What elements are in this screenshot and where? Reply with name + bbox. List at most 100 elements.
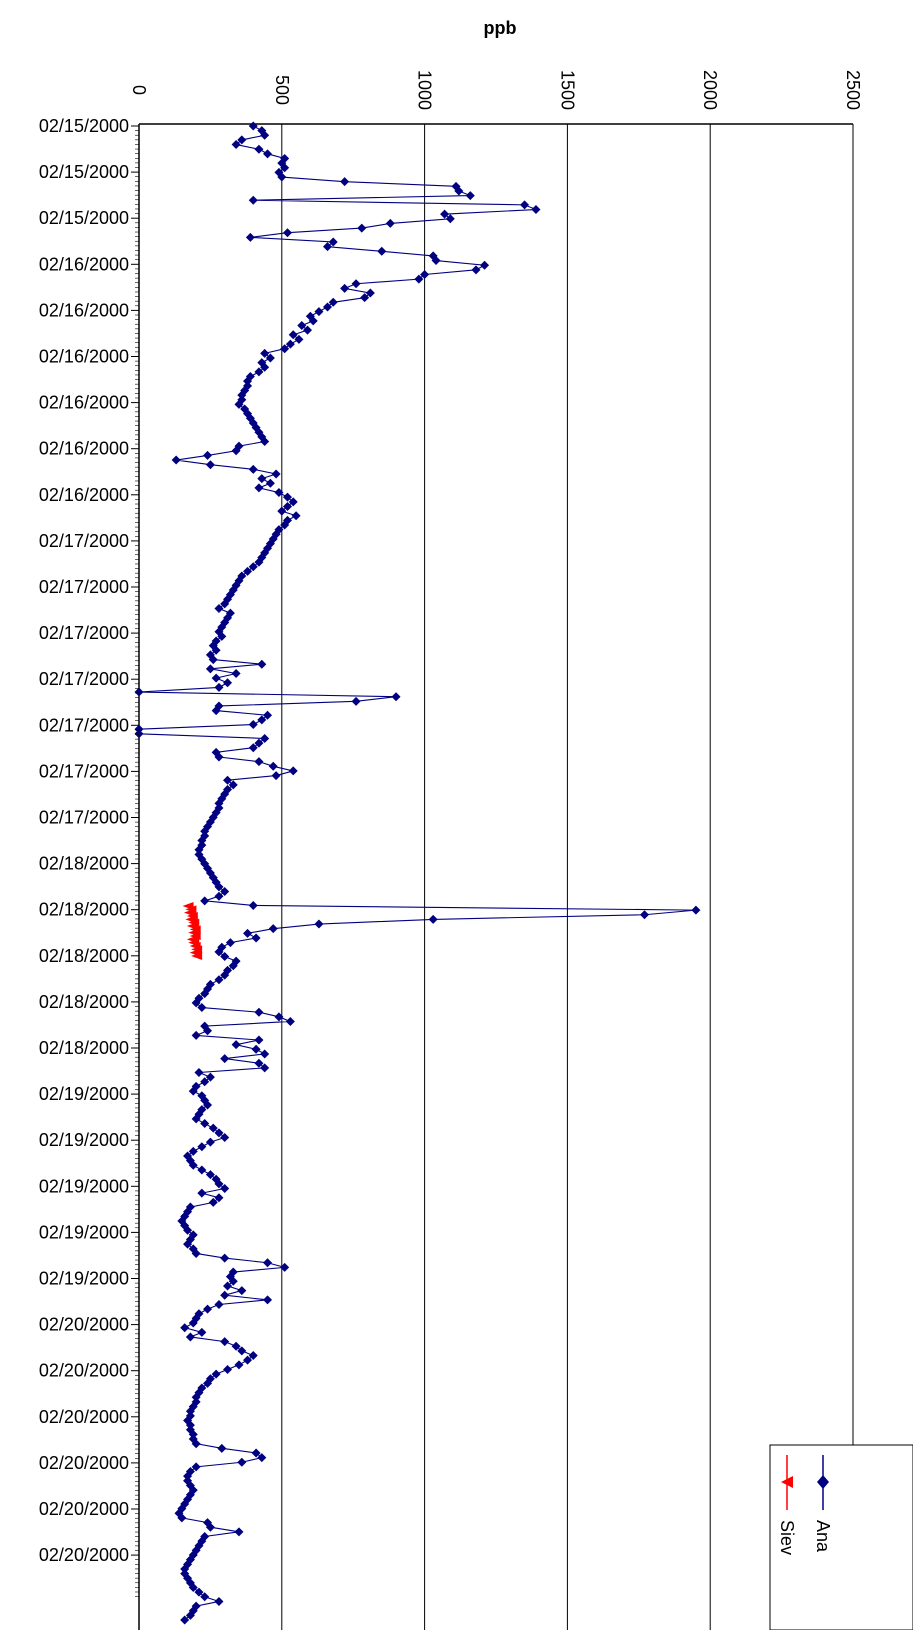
ana-data-point — [260, 1049, 270, 1059]
ana-data-point — [231, 140, 241, 150]
ana-data-point — [340, 177, 350, 187]
date-tick-label: 02/19/2000 — [39, 1130, 129, 1150]
ana-data-point — [185, 1610, 195, 1620]
ana-data-point — [257, 659, 267, 669]
date-tick-label: 02/15/2000 — [39, 162, 129, 182]
legend: Ana Siev — [769, 1444, 913, 1630]
ana-data-point — [248, 1351, 258, 1361]
ana-data-point — [231, 668, 241, 678]
date-tick-label: 02/16/2000 — [39, 254, 129, 274]
ana-data-point — [180, 1323, 190, 1333]
ana-data-point — [357, 223, 367, 233]
date-tick-label: 02/16/2000 — [39, 393, 129, 413]
ana-data-point — [231, 446, 241, 456]
ana-data-point — [291, 511, 301, 521]
ana-data-point — [183, 1225, 193, 1235]
ana-data-point — [365, 288, 375, 298]
ana-data-point — [520, 200, 530, 210]
ana-data-point — [205, 664, 215, 674]
ana-data-point — [200, 896, 210, 906]
ana-data-point — [314, 307, 324, 317]
ana-data-point — [228, 1276, 238, 1286]
ana-data-point — [237, 1346, 247, 1356]
ana-data-point — [200, 826, 210, 836]
ana-data-point — [214, 1128, 224, 1138]
ana-data-point — [214, 1299, 224, 1309]
ana-data-point — [203, 1100, 213, 1110]
ana-data-point — [277, 172, 287, 182]
ana-data-point — [243, 376, 253, 386]
ana-data-point — [220, 952, 230, 962]
ana-data-point — [377, 246, 387, 256]
ana-data-point — [208, 1197, 218, 1207]
ana-data-point — [197, 1142, 207, 1152]
ana-data-point — [288, 330, 298, 340]
ana-data-point — [254, 757, 264, 767]
ana-data-point — [205, 1072, 215, 1082]
ana-data-point — [220, 887, 230, 897]
ana-data-point — [200, 1119, 210, 1129]
ana-data-point — [263, 1295, 273, 1305]
ana-data-point — [185, 1420, 195, 1430]
ana-data-point — [391, 692, 401, 702]
ana-data-point — [294, 334, 304, 344]
ana-data-point — [260, 733, 270, 743]
ana-data-point — [183, 1471, 193, 1481]
ana-data-point — [220, 599, 230, 609]
date-tick-label: 02/18/2000 — [39, 946, 129, 966]
date-tick-label: 02/16/2000 — [39, 439, 129, 459]
siev-data-point — [189, 932, 201, 940]
ana-data-point — [248, 195, 258, 205]
ana-data-point — [214, 947, 224, 957]
ana-data-point — [248, 562, 258, 572]
ana-data-point — [274, 1012, 284, 1022]
ana-data-point — [191, 1392, 201, 1402]
ana-data-point — [243, 928, 253, 938]
ana-data-point — [248, 464, 258, 474]
ana-data-point — [191, 998, 201, 1008]
legend-siev-label: Siev — [777, 1520, 797, 1555]
ana-data-point — [134, 687, 144, 697]
ana-data-point — [217, 631, 227, 641]
ana-data-point — [248, 900, 258, 910]
ana-data-point — [228, 961, 238, 971]
series-siev-markers — [182, 902, 203, 960]
ana-data-point — [231, 1040, 241, 1050]
ana-data-point — [234, 1527, 244, 1537]
date-tick-labels: 02/15/2000 02/15/2000 02/15/2000 02/16/2000… — [39, 116, 139, 1597]
ana-data-point — [254, 1035, 264, 1045]
ana-data-point — [223, 1281, 233, 1291]
ana-data-point — [203, 1026, 213, 1036]
ana-data-point — [197, 1003, 207, 1013]
ana-data-point — [228, 780, 238, 790]
ana-data-point — [251, 1044, 261, 1054]
ana-data-point — [237, 390, 247, 400]
ana-data-point — [197, 836, 207, 846]
ana-data-point — [248, 720, 258, 730]
ana-data-point — [234, 1360, 244, 1370]
ana-data-point — [254, 738, 264, 748]
ana-data-point — [225, 938, 235, 948]
date-tick-label: 02/16/2000 — [39, 485, 129, 505]
ana-data-point — [220, 1290, 230, 1300]
value-tick-label: 0 — [129, 85, 149, 95]
ana-data-point — [214, 752, 224, 762]
ana-data-point — [265, 478, 275, 488]
ana-data-point — [285, 339, 295, 349]
ana-data-point — [283, 492, 293, 502]
ana-data-point — [208, 1123, 218, 1133]
ana-data-point — [277, 506, 287, 516]
axis-title-ppb: ppb — [484, 18, 517, 38]
ana-data-point — [223, 678, 233, 688]
ana-data-point — [471, 265, 481, 275]
ana-data-point — [431, 256, 441, 266]
ana-data-point — [205, 460, 215, 470]
date-tick-label: 02/17/2000 — [39, 808, 129, 828]
date-tick-label: 02/20/2000 — [39, 1407, 129, 1427]
ana-data-point — [248, 743, 258, 753]
ana-data-point — [328, 297, 338, 307]
ana-data-point — [260, 348, 270, 358]
series-ana-markers — [134, 121, 701, 1625]
ana-data-point — [134, 724, 144, 734]
